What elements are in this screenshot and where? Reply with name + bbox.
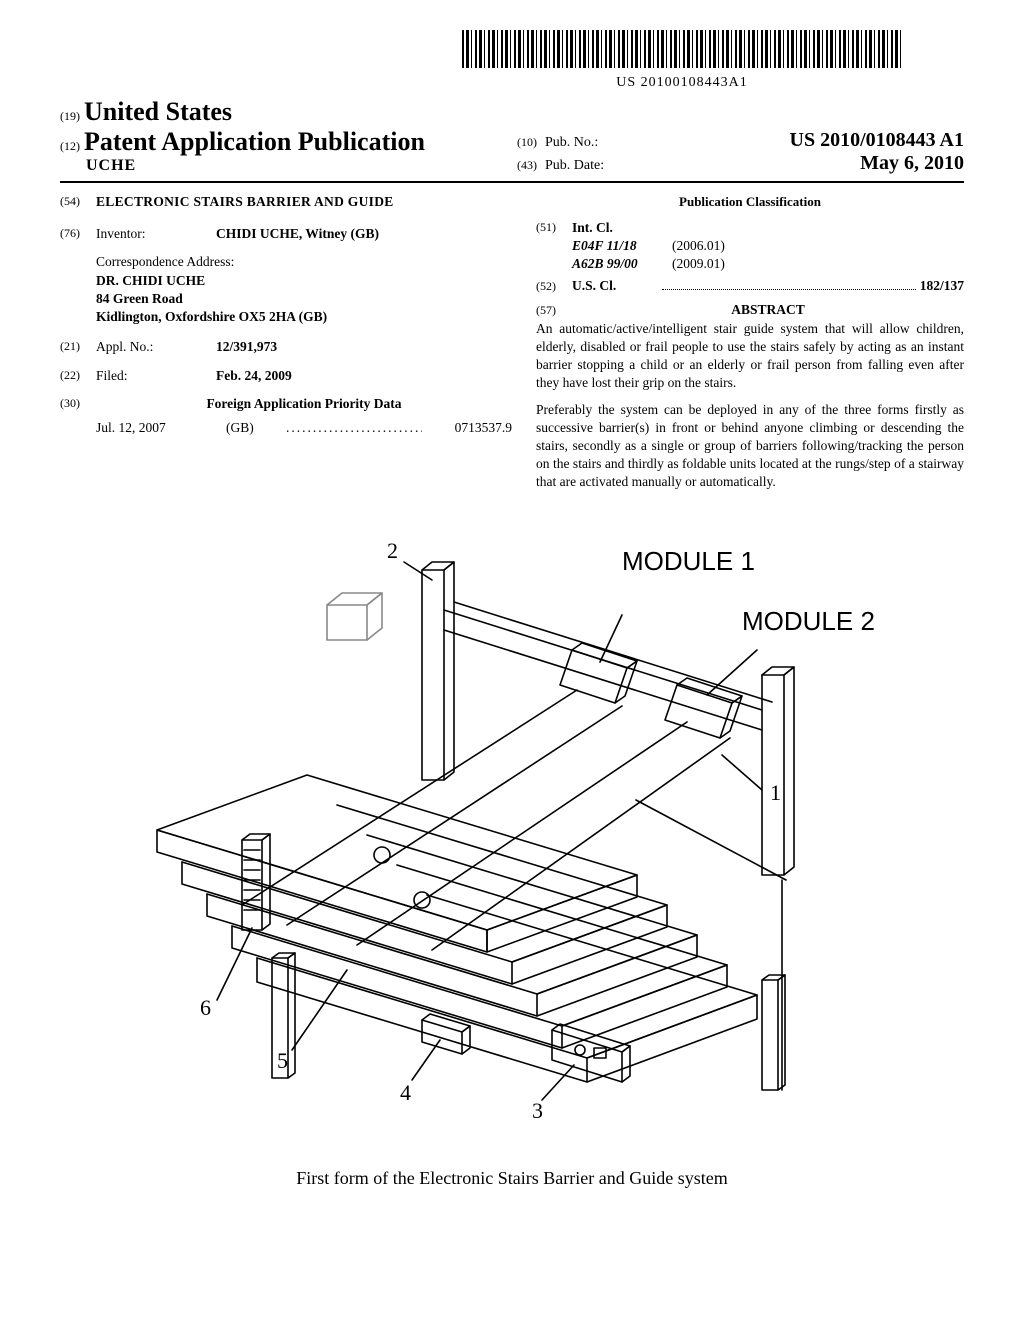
fig-ref-2: 2 <box>387 538 398 563</box>
divider <box>60 181 964 183</box>
filed-label: Filed: <box>96 367 216 385</box>
code-57: (57) <box>536 302 572 318</box>
corr-line2: 84 Green Road <box>96 290 512 308</box>
correspondence-address: DR. CHIDI UCHE 84 Green Road Kidlington,… <box>96 272 512 327</box>
inventor-value: CHIDI UCHE, Witney (GB) <box>216 225 512 243</box>
barcode-number: US 20100108443A1 <box>400 75 964 91</box>
correspondence-label: Correspondence Address: <box>96 253 512 271</box>
pubclass-title: Publication Classification <box>536 193 964 211</box>
figure: MODULE 1 MODULE 2 2 1 6 5 4 3 First form… <box>60 510 964 1189</box>
fig-module1-label: MODULE 1 <box>622 546 755 576</box>
uscl-value: 182/137 <box>920 277 964 295</box>
foreign-title: Foreign Application Priority Data <box>96 395 512 413</box>
fig-ref-6: 6 <box>200 995 211 1020</box>
code-51: (51) <box>536 219 572 237</box>
code-21: (21) <box>60 338 96 356</box>
applno-label: Appl. No.: <box>96 338 216 356</box>
pubno-label: Pub. No.: <box>545 135 598 151</box>
foreign-cc: (GB) <box>226 419 286 437</box>
corr-line1: DR. CHIDI UCHE <box>96 272 512 290</box>
code-76: (76) <box>60 225 96 243</box>
code-22: (22) <box>60 367 96 385</box>
uscl-dots <box>662 289 916 290</box>
uscl-label: U.S. Cl. <box>572 277 658 295</box>
fig-ref-4: 4 <box>400 1080 411 1105</box>
barcode-graphic <box>462 30 902 68</box>
code-52: (52) <box>536 278 572 294</box>
inventor-label: Inventor: <box>96 225 216 243</box>
header: (19) United States (12) Patent Applicati… <box>60 97 964 175</box>
fig-ref-1: 1 <box>770 780 781 805</box>
foreign-date: Jul. 12, 2007 <box>60 419 226 437</box>
intcl-label: Int. Cl. <box>572 219 613 237</box>
filed-value: Feb. 24, 2009 <box>216 367 512 385</box>
left-column: (54) ELECTRONIC STAIRS BARRIER AND GUIDE… <box>60 193 512 500</box>
applno-value: 12/391,973 <box>216 338 512 356</box>
abstract-p2: Preferably the system can be deployed in… <box>536 401 964 492</box>
fig-module2-label: MODULE 2 <box>742 606 875 636</box>
doc-kind: Patent Application Publication <box>84 127 425 156</box>
code-10: (10) <box>517 135 545 150</box>
intcl-2-year: (2009.01) <box>672 255 762 273</box>
fig-ref-3: 3 <box>532 1098 543 1123</box>
foreign-dots: .................................. <box>286 419 422 437</box>
right-column: Publication Classification (51) Int. Cl.… <box>536 193 964 500</box>
header-author: UCHE <box>86 157 136 174</box>
intcl-1-year: (2006.01) <box>672 237 762 255</box>
figure-caption: First form of the Electronic Stairs Barr… <box>60 1168 964 1189</box>
fig-ref-5: 5 <box>277 1048 288 1073</box>
abstract-p1: An automatic/active/intelligent stair gu… <box>536 320 964 393</box>
corr-line3: Kidlington, Oxfordshire OX5 2HA (GB) <box>96 308 512 326</box>
code-43: (43) <box>517 158 545 173</box>
foreign-num: 0713537.9 <box>422 419 512 437</box>
pubdate-value: May 6, 2010 <box>860 152 964 175</box>
abstract-label: ABSTRACT <box>572 301 964 319</box>
code-30: (30) <box>60 395 96 413</box>
pubdate-label: Pub. Date: <box>545 158 604 174</box>
code-19: (19) <box>60 109 80 123</box>
foreign-priority-row: Jul. 12, 2007 (GB) .....................… <box>60 419 512 437</box>
intcl-1-code: E04F 11/18 <box>572 237 672 255</box>
country: United States <box>84 97 232 126</box>
barcode-block: US 20100108443A1 <box>400 30 964 91</box>
stairs-diagram: MODULE 1 MODULE 2 2 1 6 5 4 3 <box>122 510 902 1150</box>
code-54: (54) <box>60 193 96 211</box>
code-12: (12) <box>60 139 80 153</box>
invention-title: ELECTRONIC STAIRS BARRIER AND GUIDE <box>96 193 394 211</box>
pubno-value: US 2010/0108443 A1 <box>790 129 964 152</box>
intcl-2-code: A62B 99/00 <box>572 255 672 273</box>
